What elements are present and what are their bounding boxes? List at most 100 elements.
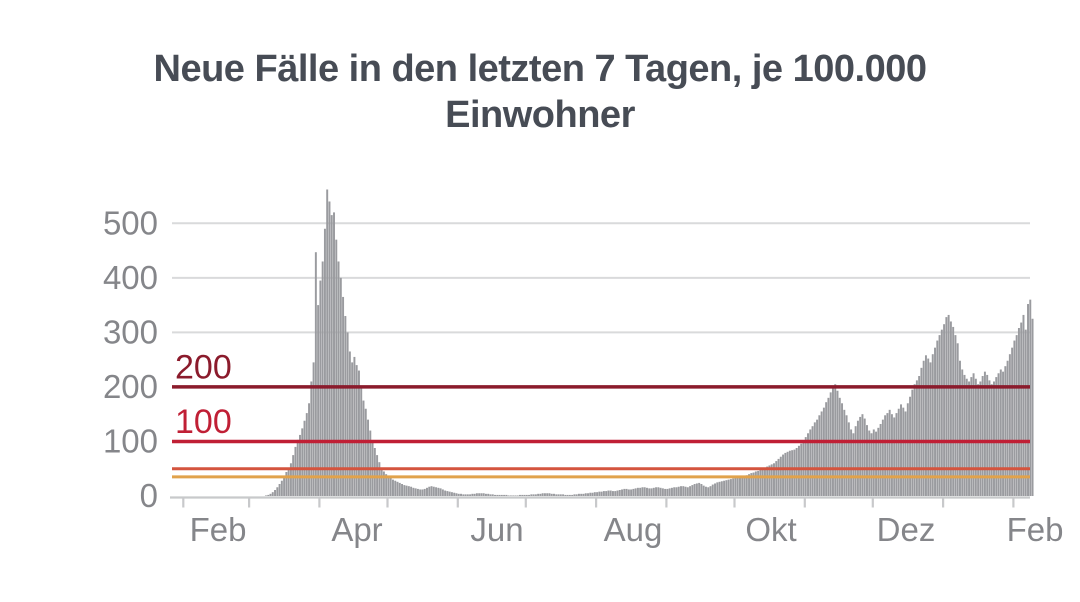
bar <box>564 494 567 496</box>
bar <box>816 419 819 496</box>
bar <box>906 403 909 496</box>
bar <box>836 390 839 496</box>
bar <box>897 408 900 496</box>
bar <box>809 429 812 496</box>
bar <box>571 494 574 496</box>
bar <box>981 376 984 496</box>
bar <box>460 493 462 496</box>
bar <box>337 261 340 496</box>
bar <box>754 471 757 496</box>
bar <box>539 493 542 496</box>
bar <box>369 430 372 496</box>
y-tick-label-500: 500 <box>103 204 158 241</box>
bar <box>582 493 585 496</box>
bar <box>587 493 589 496</box>
bar <box>575 494 578 496</box>
bar <box>936 340 939 496</box>
bar <box>357 370 360 496</box>
bar <box>822 407 825 496</box>
bar <box>888 409 891 496</box>
bar <box>875 431 878 496</box>
bar <box>482 493 485 496</box>
bar <box>348 351 351 496</box>
bar <box>668 488 671 496</box>
bar <box>1006 360 1009 496</box>
bar <box>593 492 596 496</box>
bar <box>999 369 1002 496</box>
bar <box>1031 318 1034 496</box>
bar <box>321 261 324 496</box>
bar <box>546 493 549 496</box>
threshold-label-200: 200 <box>175 348 232 386</box>
bar <box>709 486 712 496</box>
bar <box>512 495 515 496</box>
bar <box>983 371 986 496</box>
bar <box>398 482 401 496</box>
x-tick-label-5: Dez <box>877 511 936 548</box>
bar <box>614 491 617 496</box>
bar <box>934 347 936 496</box>
bar <box>394 480 397 496</box>
bar <box>872 429 875 496</box>
bar <box>820 411 823 496</box>
bar <box>929 362 932 496</box>
bar <box>623 488 626 496</box>
bar <box>541 493 544 496</box>
bar <box>473 493 476 496</box>
bar <box>632 488 635 496</box>
x-tick-label-0: Feb <box>190 511 247 548</box>
bar <box>407 486 410 496</box>
bar <box>271 492 274 496</box>
bar <box>308 403 311 496</box>
bar <box>673 487 676 496</box>
bar <box>342 296 345 496</box>
bar <box>750 473 753 496</box>
bar <box>918 376 921 496</box>
bar <box>825 402 828 496</box>
x-tick-label-2: Jun <box>470 511 523 548</box>
bar <box>970 377 973 496</box>
bar <box>491 494 494 496</box>
bar <box>854 426 857 496</box>
bar <box>532 494 535 496</box>
bar <box>972 373 975 496</box>
bar <box>494 494 497 496</box>
bar <box>310 381 313 496</box>
bar <box>562 494 565 496</box>
bar <box>301 428 304 496</box>
bar <box>766 466 769 496</box>
bar <box>691 485 694 496</box>
bar <box>707 487 710 496</box>
bar <box>480 493 483 496</box>
y-tick-label-300: 300 <box>103 313 158 350</box>
bar <box>734 478 737 496</box>
bar <box>353 356 356 496</box>
bar <box>389 478 392 496</box>
bar <box>421 489 424 496</box>
bar <box>775 461 778 496</box>
bar <box>732 478 735 496</box>
bar <box>380 467 383 496</box>
bar <box>367 419 369 496</box>
bar <box>439 488 442 496</box>
bar <box>739 476 741 496</box>
bar <box>312 362 315 496</box>
bar <box>335 239 338 496</box>
bar <box>940 329 943 496</box>
bar <box>462 494 465 496</box>
bar <box>952 326 955 496</box>
bar <box>886 413 889 496</box>
bar <box>326 189 329 497</box>
x-tick-label-4: Okt <box>745 511 796 548</box>
bar <box>580 493 583 496</box>
bar <box>382 471 385 496</box>
bar <box>818 415 821 496</box>
bar <box>550 493 553 496</box>
bar <box>507 495 510 496</box>
bar <box>893 417 896 496</box>
bar <box>602 491 605 496</box>
bar <box>841 403 844 496</box>
bar <box>475 493 478 496</box>
bar <box>412 487 415 496</box>
